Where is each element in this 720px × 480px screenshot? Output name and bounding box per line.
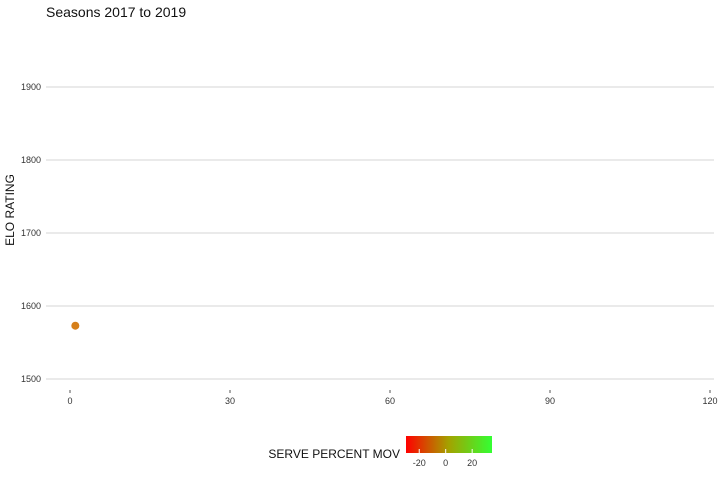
y-tick-labels: 1500 1600 1700 1800 1900 [21, 82, 41, 384]
y-tick-label-3: 1800 [21, 155, 41, 165]
grid-lines [46, 86, 714, 380]
y-tick-label-0: 1500 [21, 374, 41, 384]
y-axis-title: ELO RATING [3, 174, 17, 246]
y-tick-label-4: 1900 [21, 82, 41, 92]
legend-tick-label-2: 20 [467, 458, 477, 468]
legend-ticks: -20 0 20 [413, 449, 477, 468]
legend-tick-label-1: 0 [443, 458, 448, 468]
data-points [71, 321, 80, 330]
y-tick-label-1: 1600 [21, 301, 41, 311]
legend-colorbar [406, 436, 492, 453]
x-tick-labels: 0 30 60 90 120 [67, 390, 718, 406]
legend-title: SERVE PERCENT MOV [268, 447, 400, 461]
x-tick-label-4: 120 [702, 396, 717, 406]
x-tick-label-0: 0 [67, 396, 72, 406]
x-tick-label-1: 30 [225, 396, 235, 406]
chart-title: Seasons 2017 to 2019 [46, 4, 186, 20]
color-legend: SERVE PERCENT MOV -20 0 20 [268, 436, 492, 468]
y-tick-label-2: 1700 [21, 228, 41, 238]
x-tick-label-3: 90 [545, 396, 555, 406]
legend-tick-label-0: -20 [413, 458, 426, 468]
data-point-0 [71, 321, 80, 330]
x-tick-label-2: 60 [385, 396, 395, 406]
